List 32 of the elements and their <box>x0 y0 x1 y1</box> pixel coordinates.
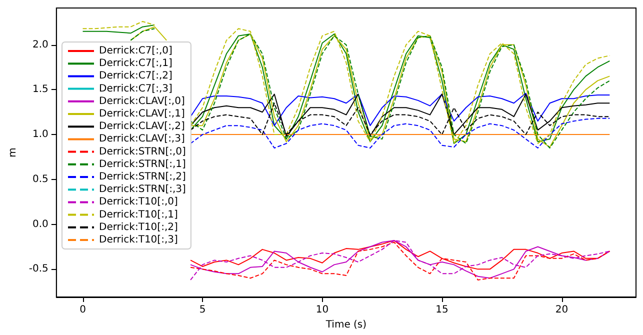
legend-label: Derrick:CLAV[:,2] <box>99 121 185 132</box>
line-series <box>190 92 610 126</box>
legend-label: Derrick:C7[:,2] <box>99 70 172 82</box>
legend-label: Derrick:C7[:,3] <box>99 83 172 94</box>
y-tick-label: 0.0 <box>32 218 48 230</box>
legend-label: Derrick:STRN[:,3] <box>99 184 186 196</box>
x-tick-label: 0 <box>80 304 86 316</box>
legend-label: Derrick:C7[:,0] <box>99 46 172 56</box>
x-tick-label: 5 <box>199 304 206 316</box>
legend-label: Derrick:C7[:,1] <box>99 58 172 70</box>
legend-label: Derrick:STRN[:,2] <box>99 172 186 182</box>
legend-label: Derrick:T10[:,1] <box>99 209 178 220</box>
legend-label: Derrick:T10[:,0] <box>99 196 178 208</box>
y-tick-label: 2.0 <box>32 39 48 50</box>
legend-label: Derrick:CLAV[:,1] <box>99 108 185 120</box>
line-series <box>190 118 610 149</box>
x-axis-title: Time (s) <box>324 319 367 330</box>
x-tick-label: 20 <box>555 304 568 316</box>
y-axis-title: m <box>8 148 18 158</box>
y-tick-label: -0.5 <box>28 264 48 275</box>
legend-label: Derrick:STRN[:,0] <box>99 146 186 158</box>
legend-label: Derrick:T10[:,3] <box>99 234 178 246</box>
x-tick-label: 15 <box>436 304 448 316</box>
legend-label: Derrick:CLAV[:,0] <box>99 96 185 107</box>
y-tick-label: 1.5 <box>32 84 48 96</box>
x-tick-label: 10 <box>316 304 329 316</box>
legend-label: Derrick:CLAV[:,3] <box>99 134 185 145</box>
y-tick-label: 1.0 <box>32 129 48 140</box>
line-series <box>190 94 610 137</box>
legend-label: Derrick:T10[:,2] <box>99 222 178 233</box>
legend-label: Derrick:STRN[:,1] <box>99 158 186 170</box>
y-tick-label: 0.5 <box>32 174 48 185</box>
